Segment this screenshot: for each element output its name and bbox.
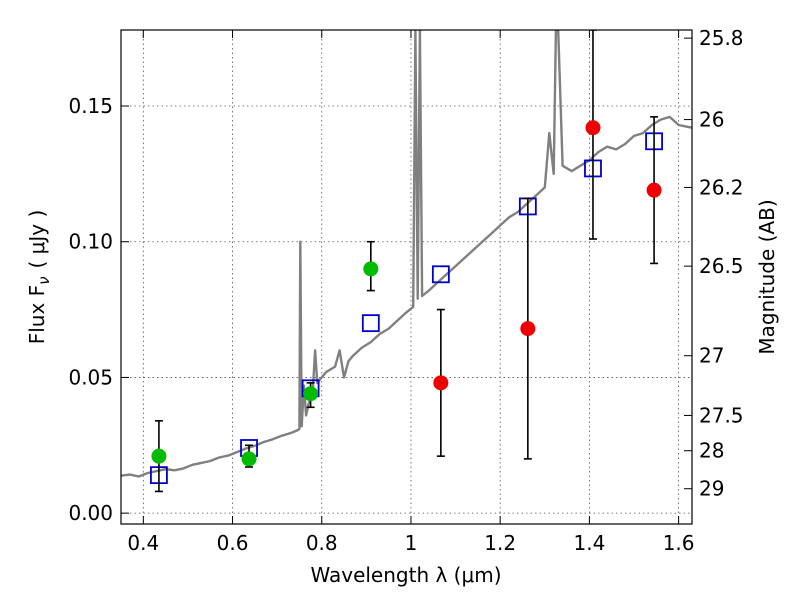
x-tick-label: 1.2 [484, 531, 516, 555]
model-square-marker [431, 265, 450, 284]
green-data-point [241, 451, 257, 467]
red-data-point [585, 120, 601, 136]
red-data-point [433, 375, 449, 391]
right-tick-label: 26.2 [699, 175, 744, 199]
x-tick-label: 0.6 [217, 531, 249, 555]
green-data-point [363, 261, 379, 277]
x-axis-label: Wavelength λ (μm) [310, 563, 501, 587]
red-data-point [520, 321, 536, 337]
y-tick-label: 0.10 [68, 230, 113, 254]
right-tick-label: 27.5 [699, 403, 744, 427]
right-tick-label: 26 [699, 108, 724, 132]
y-axis-label: Flux Fν ( μJy ) [25, 210, 53, 345]
x-tick-label: 1.4 [573, 531, 605, 555]
green-data-point [303, 386, 319, 402]
svg-text:Flux Fν( μJy ): Flux Fν ( μJy ) [25, 210, 53, 345]
y-tick-label: 0.00 [68, 501, 113, 525]
right-tick-label: 25.8 [699, 26, 744, 50]
model-square-marker [361, 314, 380, 333]
y-tick-label: 0.05 [68, 365, 113, 389]
grid [121, 30, 692, 524]
y-axis-label-unit: ( μJy ) [25, 210, 49, 269]
y-axis-label-subscript: ν [35, 276, 53, 284]
x-tick-label: 0.4 [127, 531, 159, 555]
y-tick-label: 0.15 [68, 94, 113, 118]
spectrum-line [121, 30, 692, 478]
y-axis-label-text: Flux F [25, 285, 49, 344]
right-axis-label: Magnitude (AB) [755, 199, 779, 354]
right-tick-label: 27 [699, 344, 724, 368]
green-data-point [151, 448, 167, 464]
x-tick-label: 0.8 [306, 531, 338, 555]
right-tick-label: 29 [699, 477, 724, 501]
right-tick-label: 28 [699, 439, 724, 463]
plot-frame [120, 29, 693, 525]
x-tick-label: 1 [405, 531, 418, 555]
plot-area [121, 30, 692, 493]
right-tick-label: 26.5 [699, 254, 744, 278]
x-tick-label: 1.6 [663, 531, 695, 555]
red-data-point [646, 182, 662, 198]
ticks: 0.4 0.6 0.8 1 1.2 1.4 1.6 0.00 0.05 0.10 0.15 25.8 2… [68, 26, 743, 555]
